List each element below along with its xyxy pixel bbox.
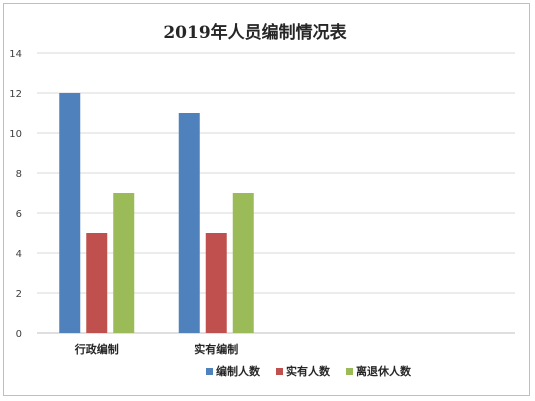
bars [59,93,254,333]
y-tick-label: 14 [9,49,22,60]
legend-swatch [276,368,283,375]
gridlines [37,52,515,334]
legend-label: 离退休人数 [356,364,412,378]
y-tick-label: 4 [16,249,22,260]
bar [86,233,108,333]
x-axis: 行政编制 实有编制 [74,342,239,356]
legend-item: 实有人数 [276,364,331,378]
y-axis: 0 2 4 6 8 10 12 14 [9,49,22,340]
legend-label: 实有人数 [286,364,331,378]
bar [178,113,200,333]
bar [232,193,254,333]
y-tick-label: 12 [9,89,22,100]
legend-item: 编制人数 [206,364,261,378]
legend: 编制人数 实有人数 离退休人数 [206,364,412,378]
y-tick-label: 10 [9,129,22,140]
chart-title: 2019年人员编制情况表 [163,22,347,43]
x-category-label: 实有编制 [194,342,238,356]
legend-swatch [206,368,213,375]
bar [59,93,81,333]
y-tick-label: 2 [16,289,22,300]
legend-label: 编制人数 [216,364,261,378]
y-tick-label: 6 [16,209,22,220]
y-tick-label: 8 [16,169,22,180]
bar [113,193,135,333]
legend-item: 离退休人数 [346,364,412,378]
bar [205,233,227,333]
x-category-label: 行政编制 [74,342,119,356]
legend-swatch [346,368,353,375]
y-tick-label: 0 [16,329,22,340]
